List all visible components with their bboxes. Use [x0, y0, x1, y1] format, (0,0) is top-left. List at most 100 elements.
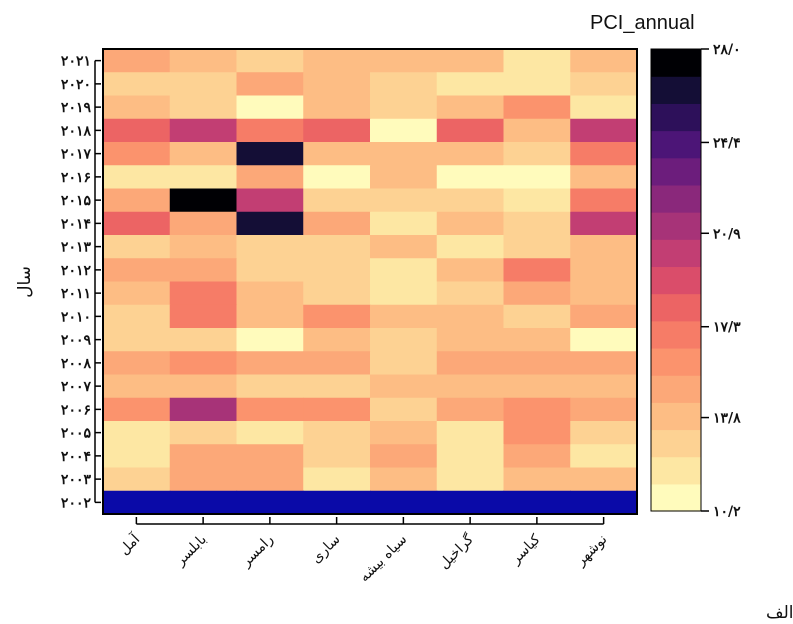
heatmap-cell — [236, 328, 304, 352]
heatmap-cell — [303, 72, 371, 97]
heatmap-cell — [169, 142, 238, 166]
heatmap-cell — [103, 188, 171, 213]
colorbar-title: PCI_annual — [590, 12, 695, 34]
heatmap-cell — [103, 235, 171, 259]
heatmap-cell — [103, 397, 171, 422]
colorbar-tick-label: ۱۰/۲ — [713, 504, 741, 520]
heatmap-cell — [503, 72, 571, 97]
heatmap-cell — [570, 95, 638, 120]
heatmap-cell — [570, 49, 638, 73]
heatmap-cell — [503, 188, 571, 213]
heatmap-cell — [303, 467, 371, 492]
plot-frame — [102, 48, 638, 515]
heatmap-cell — [570, 490, 638, 515]
y-tick-label: ۲۰۱۸ — [61, 123, 92, 139]
x-axis: آمل بابلسر رامسر ساری سیاه بیشه گراخیل کیاسر نو… — [116, 517, 610, 586]
heatmap-cell — [236, 188, 304, 213]
heatmap-cell — [436, 374, 505, 399]
heatmap-cell — [303, 490, 371, 515]
heatmap-cell — [303, 95, 371, 120]
heatmap-cell — [169, 374, 238, 399]
heatmap-cell — [370, 490, 438, 515]
colorbar-tick-label: ۱۷/۳ — [713, 320, 741, 336]
colorbar-tick-label: ۲۸/۰ — [713, 42, 741, 58]
heatmap-cell — [436, 95, 505, 120]
heatmap-cell — [303, 142, 371, 166]
heatmap-cell — [169, 118, 238, 143]
heatmap-cell — [236, 467, 304, 492]
heatmap-cell — [169, 421, 238, 445]
heatmap-cell — [436, 142, 505, 166]
heatmap-cell — [103, 304, 171, 329]
colorbar-tick-label: ۲۰/۹ — [713, 226, 741, 242]
heatmap-cell — [503, 95, 571, 120]
x-tick-label: سیاه بیشه — [356, 532, 410, 586]
heatmap-cell — [503, 444, 571, 469]
heatmap-cell — [370, 397, 438, 422]
heatmap-cell — [570, 235, 638, 259]
colorbar-frame — [650, 48, 702, 512]
heatmap-cell — [303, 351, 371, 376]
heatmap-cell — [236, 374, 304, 399]
y-tick-label: ۲۰۱۵ — [61, 193, 92, 209]
heatmap-cell — [503, 118, 571, 143]
colorbar-tick-label: ۲۴/۴ — [713, 135, 741, 151]
heatmap-cell — [570, 374, 638, 399]
y-tick-label: ۲۰۱۶ — [61, 170, 91, 186]
heatmap-cell — [503, 49, 571, 73]
y-tick-label: ۲۰۰۴ — [61, 449, 91, 465]
heatmap-cell — [503, 304, 571, 329]
heatmap-cell — [236, 142, 304, 166]
heatmap-cell — [436, 188, 505, 213]
heatmap-cell — [103, 72, 171, 97]
heatmap-cells — [103, 49, 638, 515]
heatmap-cell — [103, 374, 171, 399]
heatmap-cell — [103, 444, 171, 469]
heatmap-cell — [370, 281, 438, 306]
heatmap-cell — [103, 490, 171, 515]
heatmap-cell — [370, 95, 438, 120]
heatmap-cell — [570, 304, 638, 329]
heatmap-cell — [236, 397, 304, 422]
heatmap-cell — [303, 49, 371, 73]
x-tick-label: آمل — [116, 530, 144, 558]
y-tick-label: ۲۰۲۱ — [61, 54, 91, 70]
colorbar-swatch — [651, 130, 701, 159]
heatmap-cell — [169, 281, 238, 306]
heatmap-cell — [570, 397, 638, 422]
colorbar-swatch — [651, 266, 701, 295]
x-tick-label: گراخیل — [435, 531, 477, 573]
colorbar-swatch — [651, 483, 701, 512]
heatmap-cell — [169, 49, 238, 73]
heatmap-cell — [503, 397, 571, 422]
heatmap-cell — [103, 118, 171, 143]
heatmap-cell — [169, 351, 238, 376]
heatmap-cell — [303, 304, 371, 329]
heatmap-cell — [169, 258, 238, 283]
heatmap-cell — [236, 118, 304, 143]
heatmap-cell — [236, 165, 304, 190]
y-tick-label: ۲۰۰۷ — [61, 379, 92, 395]
heatmap-cell — [436, 444, 505, 469]
y-tick-label: ۲۰۰۹ — [61, 333, 92, 349]
heatmap-cell — [436, 211, 505, 236]
heatmap-cell — [503, 235, 571, 259]
x-tick-label: کیاسر — [507, 531, 544, 568]
y-tick-label: ۲۰۰۵ — [61, 426, 92, 442]
heatmap-cell — [436, 490, 505, 515]
colorbar-swatch — [651, 375, 701, 403]
heatmap-cell — [303, 397, 371, 422]
heatmap-cell — [503, 467, 571, 492]
heatmap-cell — [503, 258, 571, 283]
heatmap-cell — [436, 304, 505, 329]
heatmap-cell — [503, 351, 571, 376]
y-tick-label: ۲۰۰۸ — [61, 356, 92, 372]
heatmap-cell — [169, 165, 238, 190]
heatmap-cell — [570, 328, 638, 352]
heatmap-cell — [570, 142, 638, 166]
heatmap-cell — [303, 421, 371, 445]
heatmap-cell — [570, 467, 638, 492]
heatmap-cell — [570, 444, 638, 469]
x-tick-label: رامسر — [238, 532, 277, 571]
